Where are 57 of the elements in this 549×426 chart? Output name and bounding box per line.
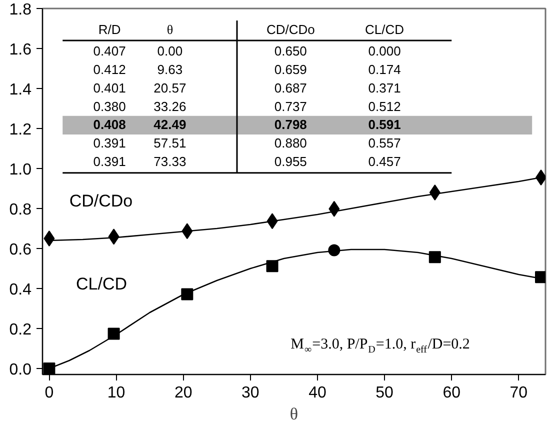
annotation: 0.798 bbox=[274, 117, 307, 132]
y-tick-label: 0.6 bbox=[9, 242, 32, 258]
point bbox=[44, 230, 55, 246]
annotation: 0.591 bbox=[368, 117, 401, 132]
annotation: 0.737 bbox=[274, 98, 307, 114]
annotation: 0.512 bbox=[368, 98, 401, 114]
annotation: 73.33 bbox=[154, 154, 186, 169]
annotation: 0.391 bbox=[93, 136, 126, 151]
annotation: 0.371 bbox=[368, 80, 401, 96]
x-tick-label: 10 bbox=[107, 384, 126, 402]
annotation: 20.57 bbox=[154, 80, 186, 96]
annotation: 0.687 bbox=[274, 80, 307, 96]
y-tick-label: 1.2 bbox=[9, 122, 32, 138]
annotation: 57.51 bbox=[154, 136, 186, 151]
y-tick-label: 0.4 bbox=[9, 282, 32, 298]
annotation: 0.174 bbox=[368, 62, 401, 77]
y-tick-label: 0.0 bbox=[9, 362, 32, 378]
annotation: 0.407 bbox=[93, 44, 126, 59]
annotation: 0.955 bbox=[274, 154, 307, 169]
annotation: 9.63 bbox=[157, 62, 183, 77]
annotation: CD/CDo bbox=[266, 22, 315, 37]
point bbox=[428, 251, 441, 264]
point bbox=[43, 362, 56, 374]
annotation: 0.557 bbox=[368, 136, 401, 151]
y-tick-label: 1.0 bbox=[9, 162, 32, 178]
y-tick-label: 1.8 bbox=[9, 2, 32, 18]
x-tick-label: 50 bbox=[376, 384, 394, 402]
annotation: 0.412 bbox=[93, 62, 126, 77]
annotation: 0.00 bbox=[157, 44, 183, 59]
y-tick-label: 1.6 bbox=[9, 42, 32, 58]
series-label: CD/CDo bbox=[69, 192, 133, 211]
annotation: 0.650 bbox=[274, 44, 307, 59]
annotation: 42.49 bbox=[154, 117, 186, 132]
annotation: 33.26 bbox=[154, 98, 186, 114]
y-tick-label: 0.8 bbox=[9, 202, 32, 218]
annotation: 0.401 bbox=[93, 80, 126, 96]
annotation: 0.659 bbox=[274, 62, 307, 77]
annotation: θ bbox=[166, 22, 174, 37]
x-tick-label: 20 bbox=[174, 384, 192, 402]
x-tick-label: 40 bbox=[308, 384, 326, 402]
annotation: 0.880 bbox=[274, 136, 307, 151]
y-tick-label: 1.4 bbox=[9, 82, 32, 98]
annotation: 0.408 bbox=[93, 117, 126, 132]
x-axis-title: θ bbox=[290, 404, 298, 424]
x-tick-label: 30 bbox=[242, 384, 260, 402]
x-tick-label: 0 bbox=[44, 384, 54, 402]
annotation: 0.391 bbox=[93, 154, 126, 169]
annotation: R/D bbox=[98, 22, 121, 37]
x-tick-label: 70 bbox=[510, 384, 528, 402]
x-tick-label: 60 bbox=[442, 384, 461, 402]
annotation: 0.457 bbox=[368, 154, 401, 169]
y-tick-label: 0.2 bbox=[9, 322, 32, 338]
annotation: 0.380 bbox=[93, 98, 126, 114]
annotation: CL/CD bbox=[365, 22, 404, 37]
annotation: 0.000 bbox=[368, 44, 401, 59]
point bbox=[266, 260, 278, 272]
text: CL/CD bbox=[76, 274, 128, 294]
